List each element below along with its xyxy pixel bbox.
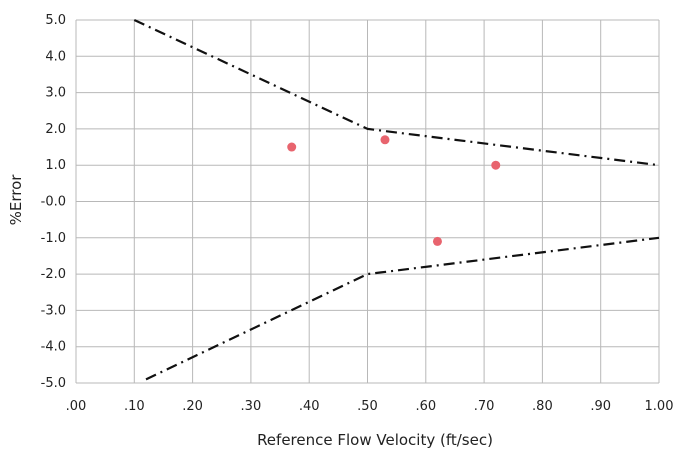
x-tick-label: .20	[182, 399, 203, 414]
x-tick-label: 1.00	[645, 399, 674, 414]
y-tick-labels: 5.0 4.0 3.0 2.0 1.0 -0.0 -1.0 -2.0 -3.0 -4.0 -5.0	[41, 13, 66, 391]
data-point	[287, 142, 297, 152]
y-tick-label: 3.0	[45, 86, 66, 101]
y-axis-label: %Error	[7, 174, 25, 226]
x-tick-label: .40	[299, 399, 320, 414]
limit-lines	[133, 19, 660, 381]
x-tick-labels: .00 .10 .20 .30 .40 .50 .60 .70 .80 .90 1.00	[66, 399, 674, 414]
data-point	[491, 160, 501, 170]
x-tick-label: .00	[66, 399, 87, 414]
y-tick-label: 2.0	[45, 122, 66, 137]
y-tick-label: -1.0	[41, 231, 66, 246]
y-tick-label: -5.0	[41, 376, 66, 391]
x-tick-label: .60	[415, 399, 436, 414]
y-tick-label: -4.0	[41, 340, 66, 355]
limit-line	[133, 19, 660, 167]
y-tick-label: -2.0	[41, 267, 66, 282]
x-tick-label: .30	[241, 399, 262, 414]
data-point	[432, 236, 442, 246]
x-tick-label: .10	[124, 399, 145, 414]
x-tick-label: .80	[532, 399, 553, 414]
y-tick-label: -0.0	[41, 195, 66, 210]
y-tick-label: 1.0	[45, 158, 66, 173]
x-tick-label: .70	[474, 399, 495, 414]
y-tick-label: 4.0	[45, 49, 66, 64]
y-tick-label: 5.0	[45, 13, 66, 28]
data-point	[380, 135, 390, 145]
x-axis-label: Reference Flow Velocity (ft/sec)	[257, 431, 493, 449]
x-tick-label: .50	[357, 399, 378, 414]
data-points	[287, 135, 501, 246]
limit-line	[145, 236, 660, 381]
y-tick-label: -3.0	[41, 303, 66, 318]
grid	[75, 19, 660, 384]
x-tick-label: .90	[590, 399, 611, 414]
